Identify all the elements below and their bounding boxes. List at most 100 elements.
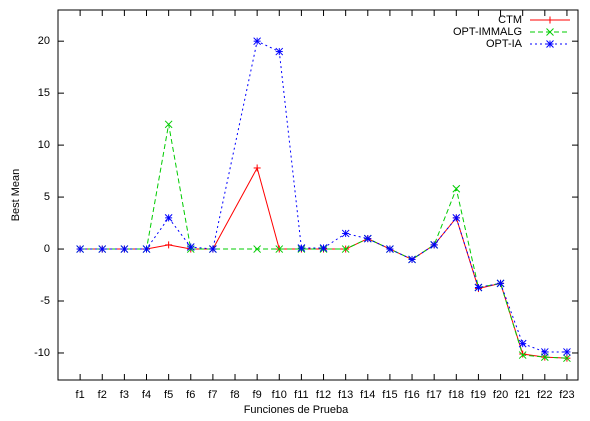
marker (164, 214, 173, 222)
marker (518, 339, 527, 348)
marker-stroke (341, 229, 350, 238)
x-tick-label: f2 (98, 389, 107, 401)
y-tick-label: 10 (38, 139, 50, 151)
marker-stroke (540, 348, 549, 356)
x-tick-label: f4 (142, 389, 151, 401)
marker (120, 245, 129, 253)
marker (209, 245, 217, 253)
marker-stroke (341, 245, 350, 253)
marker-stroke (120, 245, 129, 253)
marker-stroke (319, 244, 328, 252)
marker (275, 47, 284, 56)
x-tick-label: f18 (449, 389, 464, 401)
legend-label: CTM (498, 14, 522, 26)
series-line (80, 124, 567, 359)
marker-stroke (275, 47, 284, 56)
legend-marker (546, 40, 554, 48)
marker (253, 164, 261, 172)
marker-stroke (253, 37, 262, 46)
marker-stroke (186, 243, 195, 251)
marker (563, 348, 571, 356)
x-tick-label: f6 (186, 389, 195, 401)
marker (363, 234, 372, 243)
y-tick-label: 5 (44, 191, 50, 203)
marker-stroke (253, 245, 262, 253)
y-tick-label: 0 (44, 243, 50, 255)
marker (546, 28, 554, 36)
legend-label: OPT-IMMALG (453, 26, 522, 38)
x-tick-label: f9 (253, 389, 262, 401)
x-tick-label: f10 (272, 389, 287, 401)
x-tick-label: f23 (559, 389, 574, 401)
marker (386, 245, 394, 253)
y-tick-label: 20 (38, 35, 50, 47)
marker (164, 120, 173, 129)
marker-stroke (408, 255, 416, 264)
x-tick-label: f8 (230, 389, 239, 401)
y-tick-label: -5 (40, 295, 50, 307)
plot-frame (57, 9, 579, 381)
marker-stroke (142, 245, 151, 253)
marker (563, 354, 571, 363)
legend-marker (546, 28, 554, 36)
marker-stroke (98, 245, 107, 253)
marker (408, 255, 416, 264)
legend-label: OPT-IA (486, 38, 523, 50)
marker-stroke (275, 245, 284, 253)
marker (275, 245, 284, 253)
marker (474, 283, 483, 292)
marker (496, 279, 505, 288)
x-tick-label: f22 (537, 389, 552, 401)
marker (98, 245, 107, 253)
series-line (80, 166, 567, 359)
marker (297, 244, 306, 252)
x-tick-label: f16 (404, 389, 419, 401)
marker-stroke (546, 40, 554, 48)
x-tick-label: f7 (208, 389, 217, 401)
x-tick-label: f12 (316, 389, 331, 401)
marker (341, 245, 350, 253)
marker-stroke (386, 245, 394, 253)
marker-stroke (563, 348, 571, 356)
x-axis-label: Funciones de Prueba (244, 404, 349, 416)
marker (253, 245, 262, 253)
marker-stroke (518, 339, 527, 348)
x-tick-label: f11 (294, 389, 308, 401)
marker (253, 37, 262, 46)
x-tick-label: f17 (427, 389, 442, 401)
marker (165, 241, 173, 249)
x-tick-label: f5 (164, 389, 173, 401)
x-tick-label: f14 (360, 389, 375, 401)
x-tick-label: f21 (515, 389, 530, 401)
marker (430, 241, 439, 249)
marker-stroke (546, 28, 554, 36)
marker (518, 351, 527, 359)
marker (452, 184, 461, 193)
y-axis-label: Best Mean (10, 169, 22, 222)
marker-stroke (209, 245, 217, 253)
x-tick-label: f19 (471, 389, 486, 401)
marker-stroke (563, 354, 571, 363)
marker (186, 243, 195, 251)
marker-stroke (164, 214, 173, 222)
marker-stroke (430, 241, 439, 249)
marker-stroke (518, 351, 527, 359)
x-tick-label: f13 (338, 389, 353, 401)
x-tick-label: f15 (382, 389, 397, 401)
y-tick-label: -10 (34, 347, 50, 359)
legend-marker (546, 16, 554, 24)
marker-stroke (76, 245, 84, 253)
marker-stroke (297, 244, 306, 252)
marker (546, 40, 554, 48)
marker (341, 229, 350, 238)
marker (540, 348, 549, 356)
marker (452, 214, 461, 222)
marker (319, 244, 328, 252)
marker (142, 245, 151, 253)
marker (546, 16, 554, 24)
marker-stroke (164, 120, 173, 129)
x-tick-label: f3 (120, 389, 129, 401)
marker-stroke (363, 234, 372, 243)
marker (76, 245, 84, 253)
